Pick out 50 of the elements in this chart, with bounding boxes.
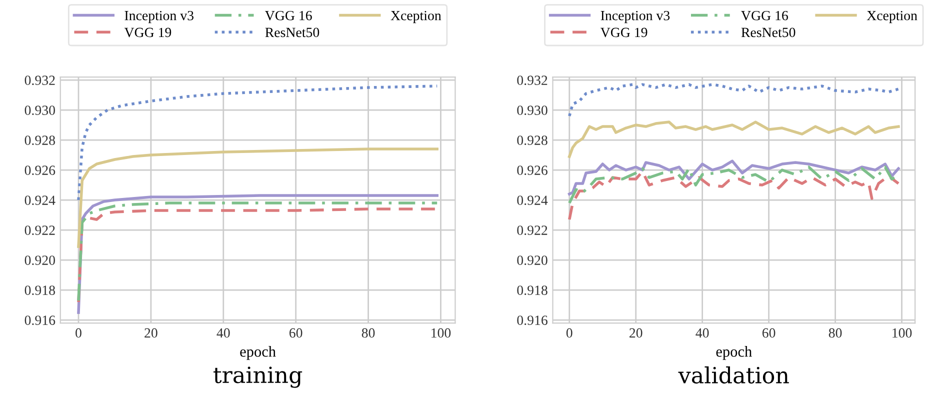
legend-label: Xception <box>390 10 442 24</box>
line-series <box>568 83 900 118</box>
y-tick-label: 0.920 <box>517 256 548 266</box>
y-tick-label: 0.918 <box>24 286 55 296</box>
legend-label: Inception v3 <box>600 10 670 24</box>
x-tick-label: 60 <box>289 328 302 338</box>
x-tick-label: 60 <box>762 328 776 338</box>
legend-label: Xception <box>866 10 918 24</box>
line-series <box>568 160 900 196</box>
y-tick-label: 0.930 <box>24 106 55 116</box>
x-tick-label: 20 <box>630 328 642 338</box>
x-tick-label: 80 <box>362 328 375 338</box>
y-tick-label: 0.924 <box>517 196 548 206</box>
legend-label: VGG 16 <box>265 10 312 20</box>
y-tick-label: 0.928 <box>24 136 55 146</box>
legend-label: VGG 19 <box>124 28 172 38</box>
x-tick-label: 40 <box>696 328 709 338</box>
x-tick-label: 100 <box>432 328 451 338</box>
y-tick-label: 0.916 <box>517 316 548 326</box>
text: training <box>214 366 302 388</box>
x-tick-label: 20 <box>144 328 158 338</box>
x-tick-label: 0 <box>76 328 82 338</box>
y-tick-label: 0.922 <box>517 226 548 236</box>
x-tick-label: 0 <box>566 328 572 338</box>
y-tick-label: 0.932 <box>24 76 55 86</box>
legend-label: Inception v3 <box>124 10 194 24</box>
line-series <box>568 170 900 221</box>
legend-label: VGG 19 <box>600 28 648 38</box>
x-tick-label: 40 <box>216 328 230 338</box>
y-tick-label: 0.924 <box>24 196 56 206</box>
legend-label: ResNet50 <box>265 28 320 38</box>
y-tick-label: 0.918 <box>517 286 548 296</box>
y-tick-label: 0.922 <box>24 226 55 236</box>
x-tick-label: 100 <box>892 328 912 338</box>
y-tick-label: 0.926 <box>517 166 548 176</box>
y-tick-label: 0.920 <box>24 256 55 266</box>
x-axis-title: epoch <box>716 346 752 360</box>
line-series <box>568 120 900 158</box>
legend-label: VGG 16 <box>741 10 788 20</box>
y-tick-label: 0.926 <box>24 166 56 176</box>
y-tick-label: 0.932 <box>517 76 548 86</box>
y-tick-label: 0.928 <box>517 136 548 146</box>
text: validation <box>678 366 789 384</box>
legend-label: ResNet50 <box>741 28 796 38</box>
x-axis-title: epoch <box>240 346 276 360</box>
line-series <box>77 148 438 248</box>
y-tick-label: 0.930 <box>517 106 548 116</box>
line-series <box>77 84 438 202</box>
x-tick-label: 80 <box>828 328 842 338</box>
y-tick-label: 0.916 <box>24 316 56 326</box>
